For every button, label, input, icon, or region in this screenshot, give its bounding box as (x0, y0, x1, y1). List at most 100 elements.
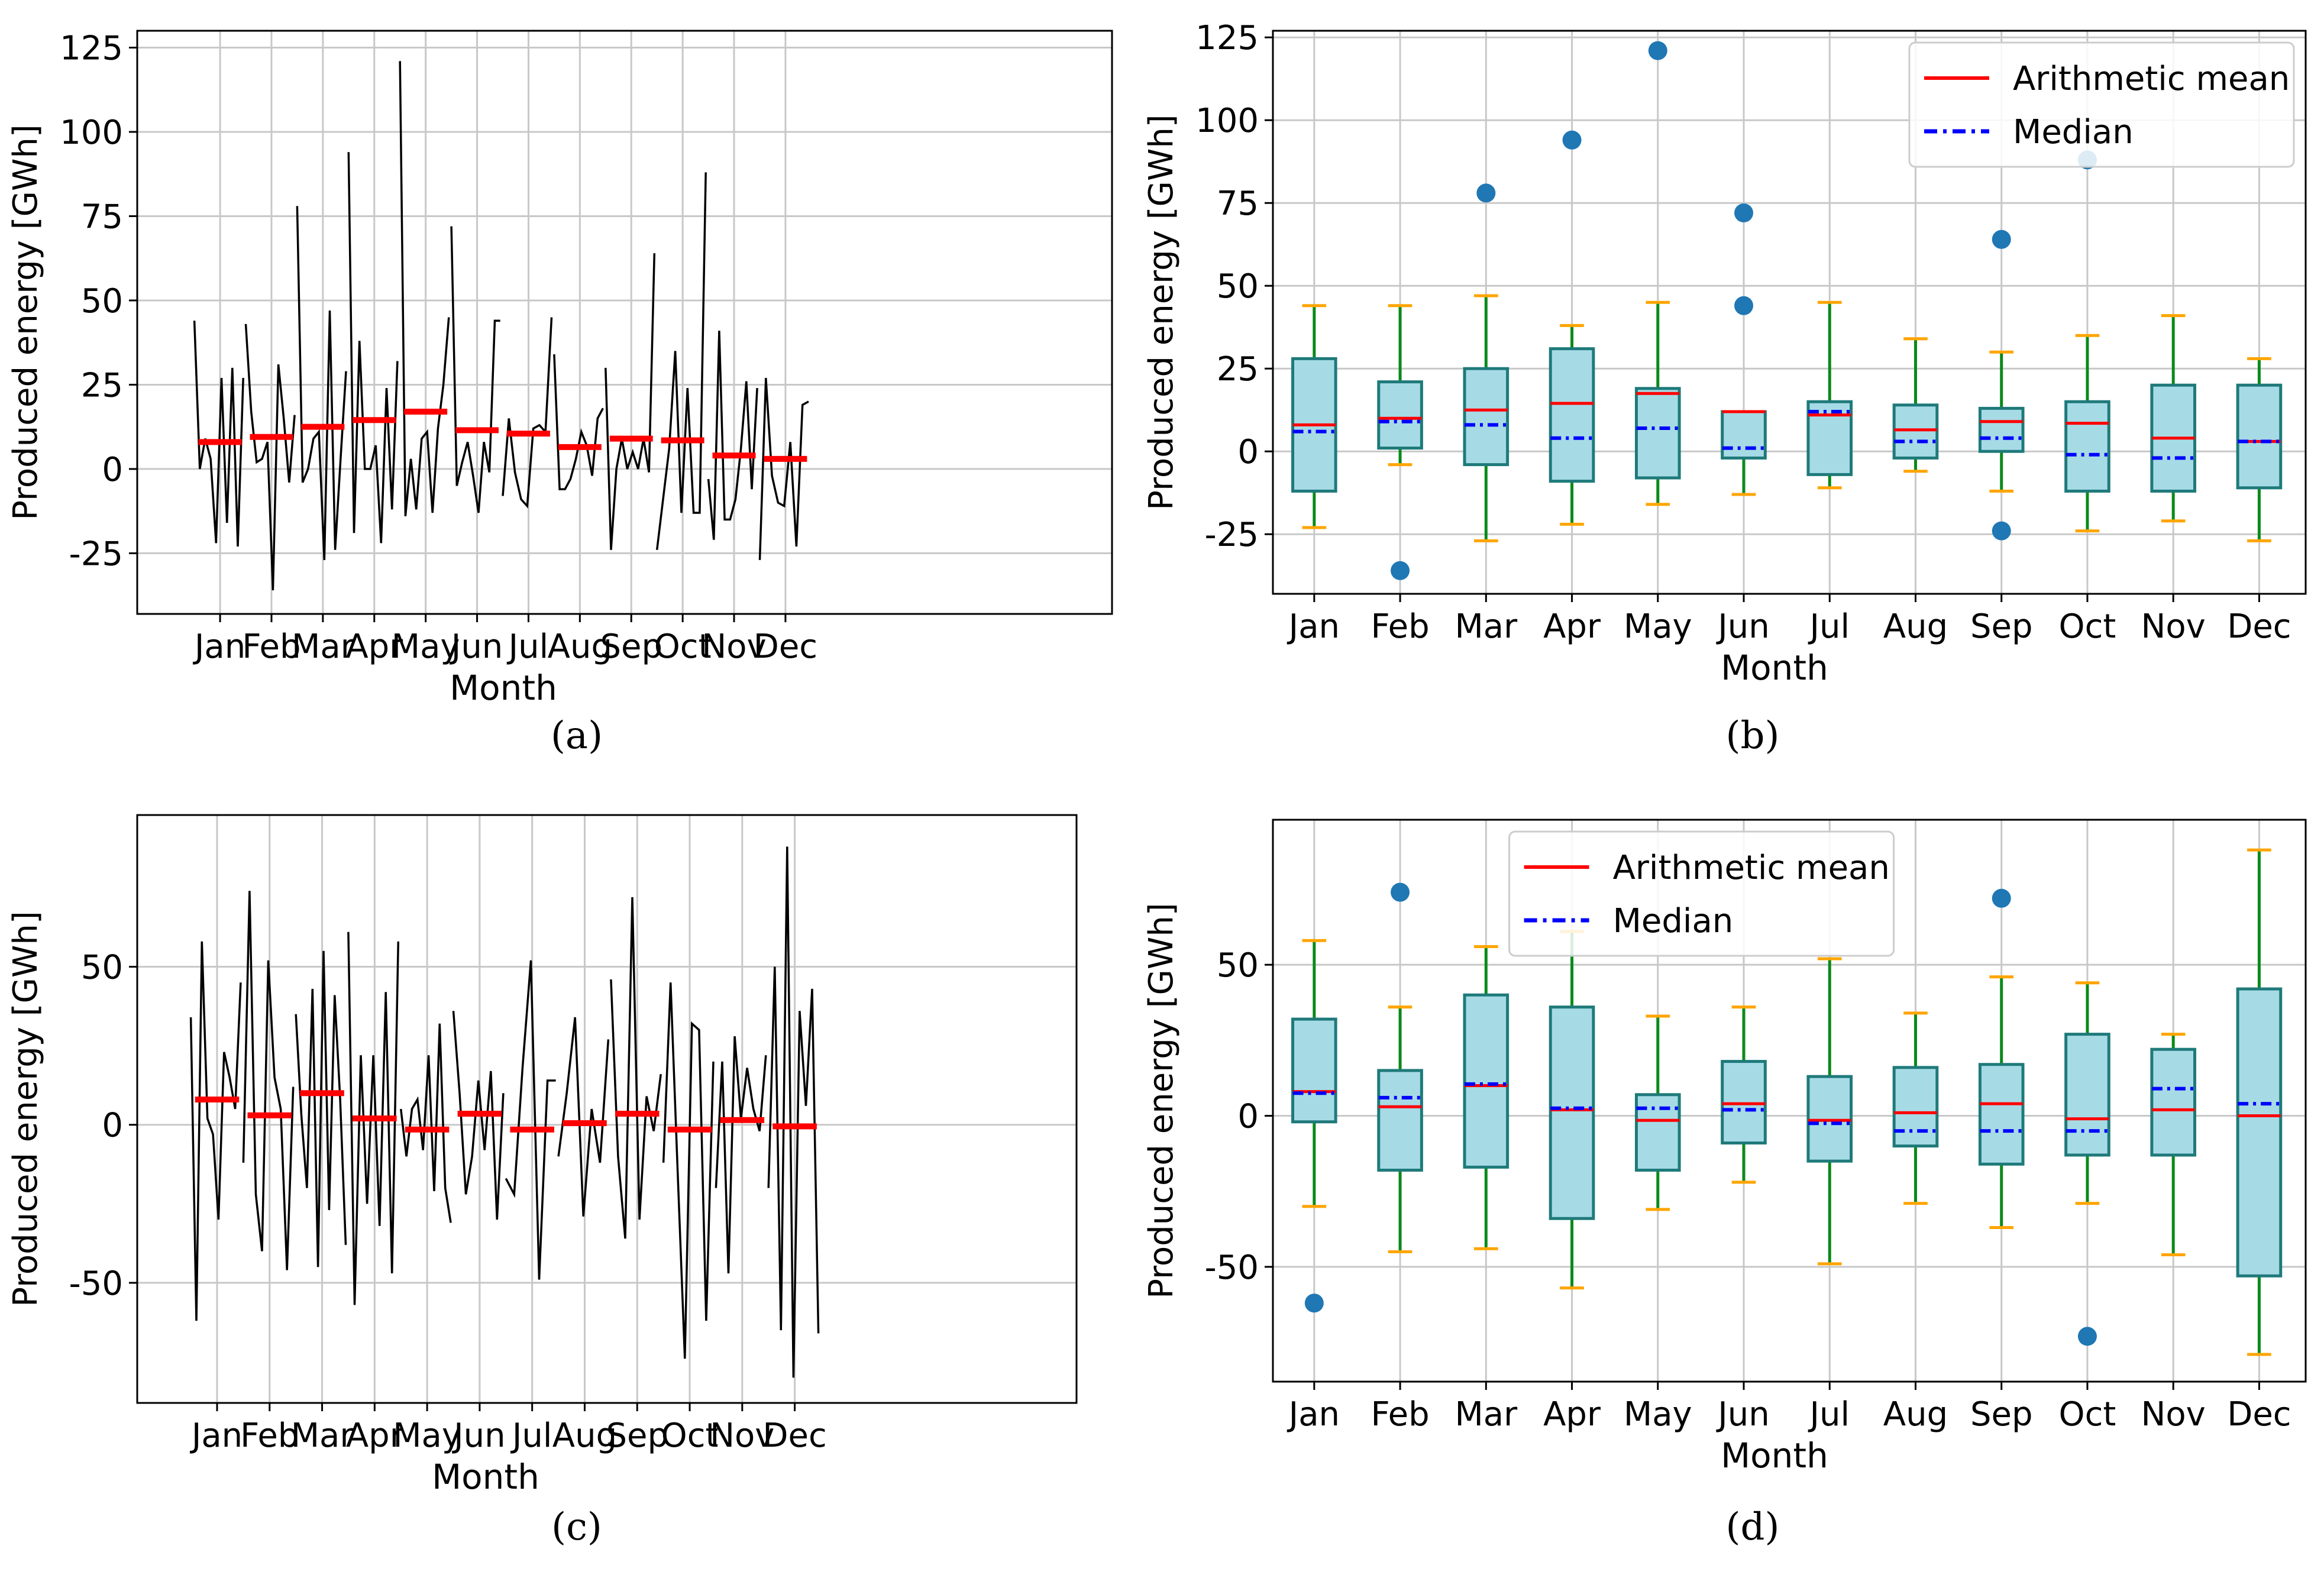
series-line (399, 61, 450, 516)
outlier-point (2077, 1327, 2097, 1346)
plot-frame (1272, 30, 2307, 595)
series-line (189, 941, 242, 1321)
x-tick-label: Sep (600, 628, 662, 666)
x-tick-label: Jan (190, 1417, 243, 1455)
box (1978, 1063, 2025, 1166)
y-tick-label: 50 (1217, 946, 1259, 985)
x-tick-label: Feb (1371, 1395, 1429, 1434)
y-tick-label: 100 (60, 114, 123, 152)
x-tick-label: Dec (754, 628, 817, 666)
y-tick-label: 100 (1195, 102, 1259, 140)
panel-label: (b) (1726, 714, 1780, 758)
x-tick-label: Mar (1454, 1395, 1518, 1434)
outlier-point (1734, 203, 1754, 222)
y-tick-label: -25 (69, 535, 123, 573)
x-tick-label: Jun (450, 628, 503, 666)
legend: Arithmetic mean Median (1508, 830, 1895, 957)
x-tick-label: Aug (1883, 607, 1948, 646)
series-line (244, 324, 296, 591)
box (2236, 987, 2283, 1278)
y-axis-label: Produced energy [GWh] (1142, 903, 1181, 1298)
x-tick-label: Apr (1543, 1395, 1601, 1434)
box (1463, 993, 1510, 1169)
outlier-point (1476, 183, 1496, 203)
y-axis-label: Produced energy [GWh] (1142, 114, 1181, 510)
box (2236, 383, 2283, 490)
x-tick-label: Oct (2059, 1395, 2116, 1434)
x-tick-label: Mar (291, 1417, 354, 1455)
x-tick-label: Apr (346, 1417, 404, 1455)
series-line (605, 253, 656, 550)
x-tick-label: Nov (710, 1417, 774, 1455)
outlier-point (1391, 561, 1410, 580)
box (1892, 403, 1939, 460)
x-tick-label: Nov (702, 628, 766, 666)
y-tick-label: 0 (102, 451, 123, 489)
x-tick-label: May (1624, 1395, 1692, 1434)
x-tick-label: Sep (1970, 607, 2033, 646)
y-tick-label: 50 (81, 949, 123, 987)
y-tick-label: 25 (1217, 350, 1259, 389)
y-tick-label: 125 (60, 29, 123, 67)
outlier-point (1734, 296, 1754, 315)
box (1634, 1093, 1681, 1172)
y-axis-label: Produced energy [GWh] (7, 911, 45, 1307)
x-tick-label: Jul (510, 1417, 552, 1455)
box (1463, 367, 1510, 467)
x-tick-label: May (1624, 607, 1692, 646)
y-tick-label: -25 (1205, 516, 1259, 554)
x-axis-label: Month (1721, 1435, 1828, 1476)
box (1721, 410, 1767, 460)
plot-frame (1272, 819, 2307, 1383)
x-tick-label: May (393, 1417, 461, 1455)
series-line (557, 1017, 610, 1217)
x-tick-label: Jul (1808, 607, 1850, 646)
series-line (758, 377, 809, 560)
box (1634, 387, 1681, 480)
box (1377, 1069, 1423, 1172)
y-tick-label: 125 (1195, 19, 1259, 57)
box (2064, 400, 2110, 493)
series-line (193, 321, 244, 547)
x-tick-label: Oct (654, 628, 712, 666)
panel-d: -50 0 50 Jan Feb Mar Apr May Jun Jul Aug Sep Oct Nov D… (1142, 819, 2307, 1549)
x-tick-label: Mar (292, 628, 355, 666)
y-tick-label: -50 (69, 1265, 123, 1303)
legend-mean-label: Arithmetic mean (1613, 849, 1890, 887)
series-line (505, 960, 556, 1280)
y-tick-label: 0 (102, 1107, 123, 1145)
y-tick-label: 0 (1237, 433, 1259, 471)
series-line (452, 1011, 505, 1220)
y-tick-label: 75 (81, 198, 123, 236)
box (1549, 1005, 1595, 1220)
series-line (662, 982, 715, 1359)
series-line (399, 1023, 452, 1223)
series-line (347, 932, 400, 1305)
outlier-point (1304, 1294, 1324, 1313)
x-tick-label: Apr (1543, 607, 1601, 646)
legend-mean-label: Arithmetic mean (2013, 60, 2290, 98)
y-tick-label: 25 (81, 366, 123, 405)
outlier-point (1562, 130, 1582, 150)
x-tick-label: Jan (193, 628, 245, 666)
series-line (655, 172, 707, 550)
box (1291, 1017, 1337, 1124)
x-tick-label: Jul (1808, 1395, 1850, 1434)
series-line (295, 950, 347, 1267)
x-tick-label: Jan (1287, 1395, 1340, 1434)
outlier-point (1992, 888, 2011, 908)
legend-frame (1908, 41, 2295, 168)
legend-median-label: Median (2013, 113, 2134, 151)
y-tick-label: 50 (81, 282, 123, 321)
y-tick-label: -50 (1205, 1249, 1259, 1287)
x-tick-label: Apr (345, 628, 403, 666)
box (2064, 1033, 2110, 1157)
x-tick-label: Jun (452, 1417, 506, 1455)
panel-label: (d) (1726, 1505, 1780, 1549)
plot-frame (136, 814, 1078, 1404)
outlier-point (1391, 882, 1410, 902)
x-tick-label: Aug (1883, 1395, 1948, 1434)
legend-median-label: Median (1613, 902, 1734, 940)
y-tick-label: 75 (1217, 185, 1259, 223)
